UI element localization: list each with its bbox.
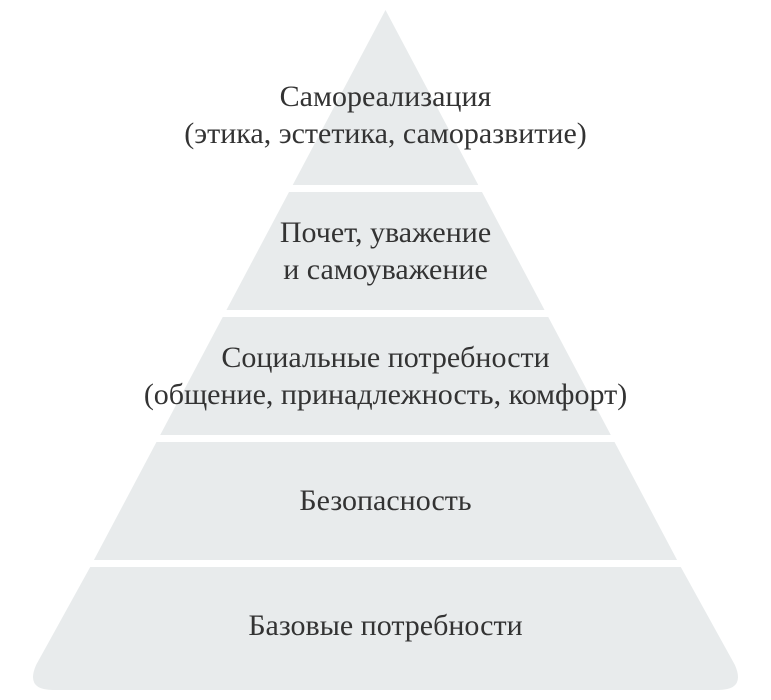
pyramid-diagram: Самореализация (этика, эстетика, самораз… bbox=[0, 0, 771, 700]
pyramid-level-label-3: Социальные потребности (общение, принадл… bbox=[0, 339, 771, 414]
pyramid-labels: Самореализация (этика, эстетика, самораз… bbox=[0, 0, 771, 700]
pyramid-level-label-2: Почет, уважение и самоуважение bbox=[0, 214, 771, 289]
pyramid-level-label-4: Безопасность bbox=[0, 482, 771, 520]
pyramid-level-label-1: Самореализация (этика, эстетика, самораз… bbox=[0, 78, 771, 153]
pyramid-level-label-5: Базовые потребности bbox=[0, 607, 771, 645]
